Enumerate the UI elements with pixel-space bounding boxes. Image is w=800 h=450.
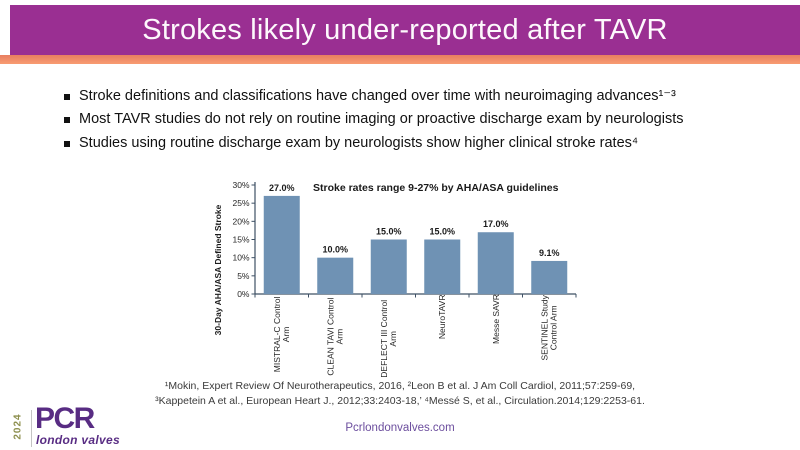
reference-line: ³Kappetein A et al., European Heart J., … xyxy=(155,395,645,407)
references: ¹Mokin, Expert Review Of Neurotherapeuti… xyxy=(0,379,800,409)
bullet-square-icon xyxy=(64,117,70,124)
chart-bar xyxy=(317,257,354,294)
bullet-item: Studies using routine discharge exam by … xyxy=(64,135,776,152)
x-axis-label: CLEAN TAVI ControlArm xyxy=(326,298,345,376)
bar-value-label: 27.0% xyxy=(269,183,295,193)
bullet-text: Studies using routine discharge exam by … xyxy=(79,134,639,151)
y-axis-tick-label: 25% xyxy=(232,198,249,208)
bullet-item: Most TAVR studies do not rely on routine… xyxy=(64,111,776,128)
bar-value-label: 15.0% xyxy=(376,227,402,237)
y-axis-tick-label: 0% xyxy=(237,289,250,299)
chart-bar xyxy=(370,239,407,294)
y-axis-tick-label: 5% xyxy=(237,271,250,281)
stroke-chart-svg: Stroke rates range 9-27% by AHA/ASA guid… xyxy=(213,180,577,378)
slide-title: Strokes likely under-reported after TAVR xyxy=(142,13,668,46)
x-axis-label: NeuroTAVR xyxy=(437,295,447,340)
bullet-square-icon xyxy=(64,94,70,100)
accent-strip xyxy=(0,55,800,64)
stroke-rates-bar-chart: Stroke rates range 9-27% by AHA/ASA guid… xyxy=(205,170,625,385)
logo-divider xyxy=(31,410,32,447)
bullet-text: Stroke definitions and classifications h… xyxy=(79,88,676,104)
slide-title-bar: Strokes likely under-reported after TAVR xyxy=(10,5,800,55)
pcr-london-valves-logo: 2024 PCR london valves xyxy=(13,402,134,450)
y-axis-tick-label: 15% xyxy=(232,235,249,245)
chart-bar xyxy=(477,232,514,294)
x-axis-label: Messe SAVR xyxy=(491,294,501,344)
x-axis-label: MISTRAL-C ControlArm xyxy=(272,297,291,373)
bullet-text: Most TAVR studies do not rely on routine… xyxy=(79,111,684,128)
y-axis-tick-label: 10% xyxy=(232,253,249,263)
bar-value-label: 9.1% xyxy=(539,248,560,258)
bar-value-label: 10.0% xyxy=(322,245,348,255)
chart-title: Stroke rates range 9-27% by AHA/ASA guid… xyxy=(313,182,559,194)
x-axis-label: SENTINEL StudyControl Arm xyxy=(540,294,559,360)
bullet-square-icon xyxy=(64,140,70,147)
bar-value-label: 15.0% xyxy=(429,227,455,237)
y-axis-title: 30-Day AHA/ASA Defined Stroke xyxy=(213,204,223,335)
bar-value-label: 17.0% xyxy=(483,219,509,229)
chart-bar xyxy=(531,260,568,294)
y-axis-tick-label: 30% xyxy=(232,180,249,190)
logo-brand: PCR xyxy=(35,402,95,435)
logo-subtitle: london valves xyxy=(36,433,120,447)
chart-bar xyxy=(424,239,461,294)
bullet-list: Stroke definitions and classifications h… xyxy=(64,88,776,158)
bullet-item: Stroke definitions and classifications h… xyxy=(64,88,776,105)
y-axis-tick-label: 20% xyxy=(232,216,249,226)
x-axis-label: DEFLECT III ControlArm xyxy=(379,300,398,378)
reference-line: ¹Mokin, Expert Review Of Neurotherapeuti… xyxy=(164,380,636,392)
chart-bar xyxy=(263,195,300,294)
website-link[interactable]: Pcrlondonvalves.com xyxy=(345,422,455,434)
